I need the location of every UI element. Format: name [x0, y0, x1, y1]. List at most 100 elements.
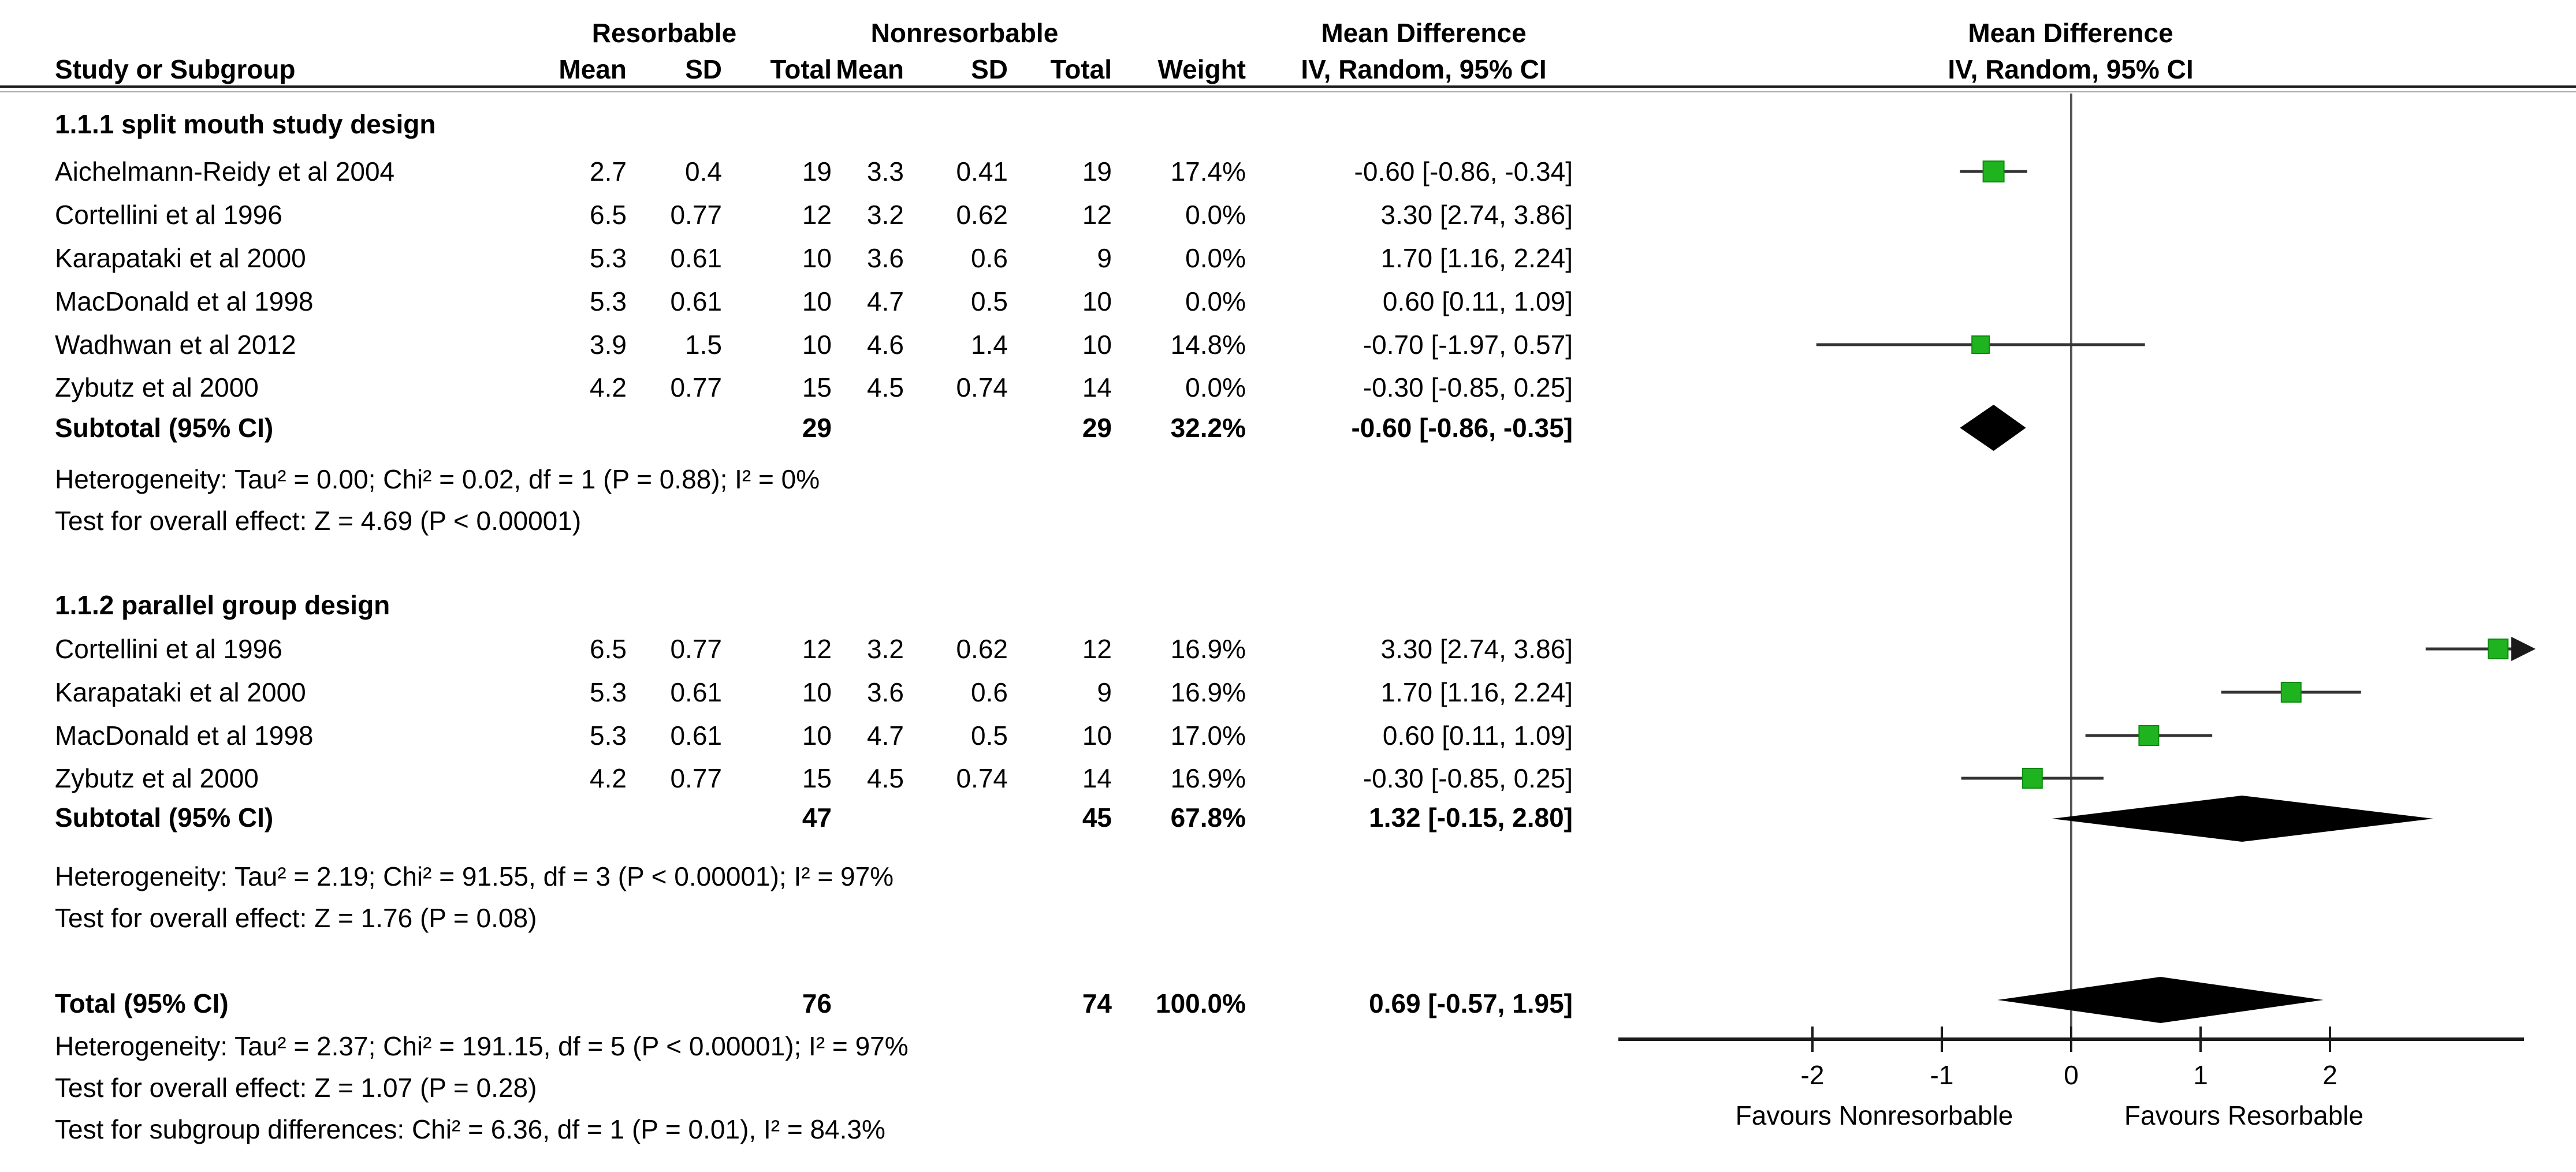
col-header-sd-nonresorbable: SD: [971, 54, 1008, 84]
study-row: Karapataki et al 2000 5.3 0.61 10 3.6 0.6 9 0.0…: [0, 238, 2576, 278]
study-name: Karapataki et al 2000: [55, 243, 306, 273]
group-header-resorbable: Resorbable: [591, 18, 737, 48]
col-header-total-resorbable: Total: [770, 54, 832, 84]
total-nonresorbable: 10: [1082, 330, 1112, 360]
total-resorbable: 76: [802, 988, 832, 1018]
study-row: Zybutz et al 2000 4.2 0.77 15 4.5 0.74 14 0.0% -…: [0, 367, 2576, 408]
total-resorbable: 10: [802, 677, 832, 707]
total-nonresorbable: 14: [1082, 372, 1112, 402]
sd-nonresorbable: 0.74: [956, 763, 1008, 793]
heterogeneity-text: Heterogeneity: Tau² = 0.00; Chi² = 0.02,…: [55, 464, 820, 494]
total-nonresorbable: 14: [1082, 763, 1112, 793]
mean-resorbable: 3.9: [590, 330, 627, 360]
mean-nonresorbable: 4.6: [867, 330, 904, 360]
ci-value: 3.30 [2.74, 3.86]: [1380, 200, 1573, 230]
total-nonresorbable: 19: [1082, 156, 1112, 186]
sd-nonresorbable: 0.5: [971, 721, 1008, 751]
study-name: Karapataki et al 2000: [55, 677, 306, 707]
favours-left-label: Favours Nonresorbable: [1736, 1100, 2013, 1130]
study-name: Zybutz et al 2000: [55, 763, 259, 793]
mean-nonresorbable: 4.7: [867, 286, 904, 316]
weight-value: 67.8%: [1170, 803, 1246, 833]
mean-resorbable: 4.2: [590, 763, 627, 793]
total-label: Total (95% CI): [55, 988, 229, 1018]
forest-plot-canvas: -2 -1 0 1 2 Favours Nonresorbable Favours Reso…: [1618, 94, 2536, 1130]
weight-value: 0.0%: [1185, 286, 1246, 316]
ci-value: -0.30 [-0.85, 0.25]: [1363, 763, 1573, 793]
axis-tick-label: -1: [1930, 1060, 1954, 1090]
weight-value: 0.0%: [1185, 372, 1246, 402]
header-rule-light: [0, 91, 2576, 92]
total-nonresorbable: 12: [1082, 634, 1112, 664]
sd-nonresorbable: 0.41: [956, 156, 1008, 186]
effect-marker: [2280, 682, 2302, 703]
total-resorbable: 29: [802, 413, 832, 443]
subgroup-differences-text-row: Test for subgroup differences: Chi² = 6.…: [0, 1109, 2576, 1149]
header-rule-dark: [0, 85, 2576, 88]
mean-resorbable: 6.5: [590, 200, 627, 230]
mean-nonresorbable: 3.2: [867, 200, 904, 230]
ci-value: 0.60 [0.11, 1.09]: [1382, 286, 1573, 316]
total-nonresorbable: 12: [1082, 200, 1112, 230]
weight-value: 0.0%: [1185, 243, 1246, 273]
effect-marker: [1982, 161, 2005, 182]
ci-value: -0.60 [-0.86, -0.35]: [1351, 413, 1573, 443]
heterogeneity-text: Heterogeneity: Tau² = 2.19; Chi² = 91.55…: [55, 861, 894, 891]
heterogeneity-text-row: Heterogeneity: Tau² = 2.37; Chi² = 191.1…: [0, 1026, 2576, 1066]
total-resorbable: 12: [802, 200, 832, 230]
pooled-diamond: [2052, 796, 2434, 842]
subtotal-row: Subtotal (95% CI) 29 29 32.2% -0.60 [-0.86, …: [0, 408, 2576, 448]
sd-resorbable: 0.77: [670, 634, 722, 664]
total-nonresorbable: 74: [1082, 988, 1112, 1018]
plot-column-title: Mean Difference: [1968, 18, 2173, 48]
study-row: Cortellini et al 1996 6.5 0.77 12 3.2 0.62 12 0…: [0, 195, 2576, 235]
study-row: Wadhwan et al 2012 3.9 1.5 10 4.6 1.4 10 14.8% -…: [0, 324, 2576, 365]
total-nonresorbable: 9: [1097, 243, 1112, 273]
md-column-title: Mean Difference: [1321, 18, 1527, 48]
sd-resorbable: 0.77: [670, 763, 722, 793]
col-header-total-nonresorbable: Total: [1050, 54, 1112, 84]
mean-resorbable: 2.7: [590, 156, 627, 186]
weight-value: 100.0%: [1155, 988, 1246, 1018]
study-name: Wadhwan et al 2012: [55, 330, 296, 360]
ci-value: 3.30 [2.74, 3.86]: [1380, 634, 1573, 664]
total-resorbable: 15: [802, 763, 832, 793]
weight-value: 16.9%: [1170, 634, 1246, 664]
overall-effect-text: Test for overall effect: Z = 4.69 (P < 0…: [55, 506, 582, 536]
mean-nonresorbable: 3.3: [867, 156, 904, 186]
axis-tick-label: 0: [2064, 1060, 2079, 1090]
total-resorbable: 10: [802, 330, 832, 360]
mean-resorbable: 5.3: [590, 721, 627, 751]
col-header-study: Study or Subgroup: [55, 54, 296, 84]
study-row: MacDonald et al 1998 5.3 0.61 10 4.7 0.5 10 0.0…: [0, 281, 2576, 322]
arrow-right-icon: [2511, 637, 2536, 661]
sd-resorbable: 0.61: [670, 721, 722, 751]
axis-tick-label: 2: [2322, 1060, 2337, 1090]
favours-right-label: Favours Resorbable: [2124, 1100, 2363, 1130]
axis-tick-label: -2: [1801, 1060, 1825, 1090]
md-column-subtitle: IV, Random, 95% CI: [1301, 54, 1547, 84]
weight-value: 17.4%: [1170, 156, 1246, 186]
mean-resorbable: 6.5: [590, 634, 627, 664]
subgroup-title: 1.1.1 split mouth study design: [55, 109, 436, 139]
sd-resorbable: 0.61: [670, 677, 722, 707]
study-row: Zybutz et al 2000 4.2 0.77 15 4.5 0.74 14 16.9%…: [0, 758, 2576, 798]
sd-nonresorbable: 0.5: [971, 286, 1008, 316]
ci-value: -0.70 [-1.97, 0.57]: [1363, 330, 1573, 360]
sd-nonresorbable: 0.6: [971, 677, 1008, 707]
subgroup-differences-text: Test for subgroup differences: Chi² = 6.…: [55, 1114, 885, 1144]
weight-value: 32.2%: [1170, 413, 1246, 443]
mean-resorbable: 5.3: [590, 286, 627, 316]
mean-nonresorbable: 3.6: [867, 677, 904, 707]
sd-resorbable: 0.4: [685, 156, 722, 186]
subgroup-title-row: 1.1.2 parallel group design: [0, 585, 2576, 625]
pooled-diamond: [1997, 977, 2324, 1023]
sd-nonresorbable: 0.62: [956, 634, 1008, 664]
ci-value: 0.60 [0.11, 1.09]: [1382, 721, 1573, 751]
plot-column-subtitle: IV, Random, 95% CI: [1948, 54, 2194, 84]
weight-value: 16.9%: [1170, 677, 1246, 707]
ci-value: 1.32 [-0.15, 2.80]: [1369, 803, 1573, 833]
heterogeneity-text-row: Heterogeneity: Tau² = 2.19; Chi² = 91.55…: [0, 856, 2576, 897]
study-row: Cortellini et al 1996 6.5 0.77 12 3.2 0.62 12 1…: [0, 629, 2576, 669]
